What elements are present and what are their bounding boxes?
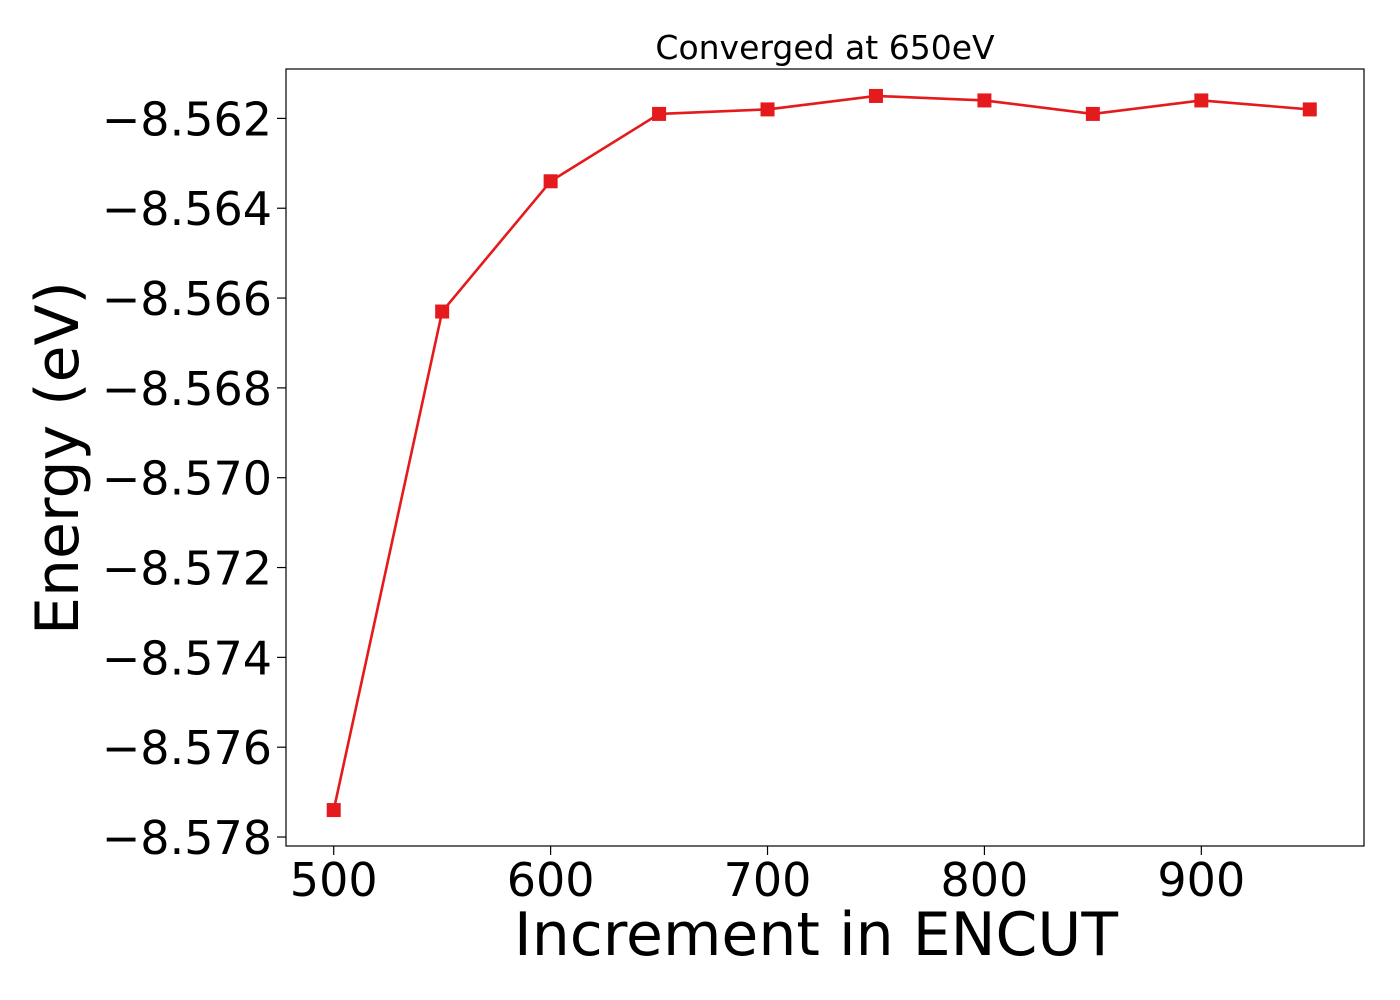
x-tick-label: 900 xyxy=(1157,853,1245,907)
y-tick-label: −8.572 xyxy=(102,542,272,596)
data-point xyxy=(1085,106,1100,121)
y-tick-label: −8.574 xyxy=(102,631,272,685)
y-axis-label: Energy (eV) xyxy=(23,281,93,635)
plot-frame xyxy=(285,68,1365,847)
y-tick-label: −8.570 xyxy=(102,452,272,506)
data-point xyxy=(543,174,558,189)
y-tick-label: −8.566 xyxy=(102,272,272,326)
x-tick-label: 600 xyxy=(507,853,595,907)
x-tick-label: 700 xyxy=(724,853,812,907)
y-tick-label: −8.564 xyxy=(102,182,272,236)
x-axis-label: Increment in ENCUT xyxy=(514,900,1118,970)
data-point xyxy=(1302,102,1317,117)
data-point xyxy=(435,304,450,319)
y-axis: −8.562 −8.564 −8.566 −8.568 −8.570 −8.572 −8.5… xyxy=(102,92,286,865)
x-axis: 500 600 700 800 900 xyxy=(290,846,1245,907)
data-point xyxy=(1194,93,1209,108)
data-point xyxy=(868,88,883,103)
chart-title: Converged at 650eV xyxy=(655,28,995,67)
data-point xyxy=(652,106,667,121)
y-tick-label: −8.576 xyxy=(102,721,272,775)
y-tick-label: −8.568 xyxy=(102,362,272,416)
series-layer xyxy=(326,88,1317,818)
x-tick-label: 500 xyxy=(290,853,378,907)
data-point xyxy=(760,102,775,117)
data-point xyxy=(977,93,992,108)
data-point xyxy=(326,803,341,818)
series-line xyxy=(332,94,1310,811)
x-tick-label: 800 xyxy=(941,853,1029,907)
y-tick-label: −8.562 xyxy=(102,92,272,146)
y-tick-label: −8.578 xyxy=(102,811,272,865)
